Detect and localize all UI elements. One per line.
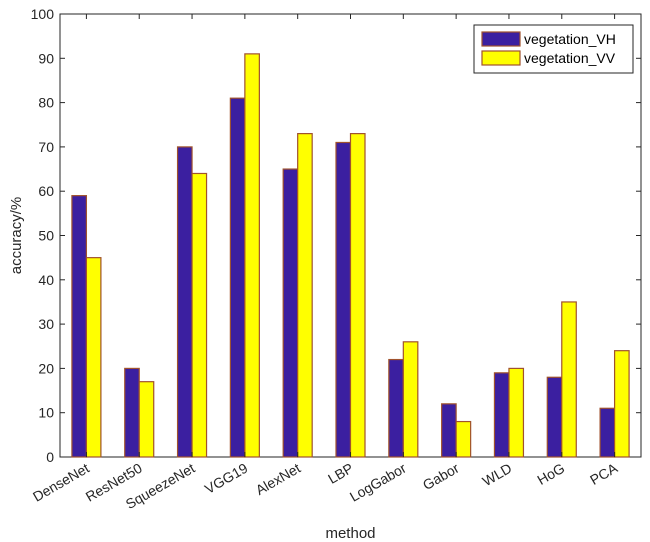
y-axis-title: accuracy/% xyxy=(8,197,25,275)
y-tick-label: 40 xyxy=(38,272,54,288)
bar-vegetation_VH-lbp xyxy=(335,141,352,458)
y-tick-label: 50 xyxy=(38,228,54,244)
y-tick-label: 80 xyxy=(38,95,54,111)
bar-vegetation_VH-gabor xyxy=(441,403,457,458)
x-tick-label-wld: WLD xyxy=(479,460,514,489)
legend-label-vegetation_VH: vegetation_VH xyxy=(524,31,616,47)
x-tick-label-vgg19: VGG19 xyxy=(202,460,251,497)
bar-vegetation_VH-densenet xyxy=(71,195,88,458)
y-tick-label: 10 xyxy=(38,405,54,421)
legend-swatch-vegetation_VH xyxy=(481,31,521,47)
legend-label-vegetation_VV: vegetation_VV xyxy=(524,50,616,66)
x-axis-title: method xyxy=(325,525,375,542)
bar-vegetation_VH-pca xyxy=(599,407,616,458)
y-tick-label: 100 xyxy=(31,6,55,22)
x-tick-label-gabor: Gabor xyxy=(420,460,462,493)
y-tick-label: 90 xyxy=(38,50,54,66)
bar-vegetation_VV-hog xyxy=(561,301,577,458)
bar-vegetation_VV-wld xyxy=(508,367,525,458)
bar-vegetation_VH-resnet50 xyxy=(124,367,140,458)
y-tick-label: 30 xyxy=(38,316,54,332)
y-tick-label: 70 xyxy=(38,139,54,155)
x-tick-label-hog: HoG xyxy=(534,460,567,488)
bar-vegetation_VV-pca xyxy=(613,350,630,458)
bar-vegetation_VH-vgg19 xyxy=(229,97,246,458)
bar-vegetation_VH-squeezenet xyxy=(176,146,193,458)
bar-vegetation_VV-alexnet xyxy=(297,133,313,458)
bar-vegetation_VV-vgg19 xyxy=(244,53,260,458)
y-tick-label: 20 xyxy=(38,360,54,376)
x-tick-label-densenet: DenseNet xyxy=(30,460,92,505)
bar-vegetation_VH-alexnet xyxy=(282,168,299,458)
bar-vegetation_VV-gabor xyxy=(455,420,472,458)
bar-vegetation_VV-lbp xyxy=(349,133,366,458)
bar-vegetation_VV-squeezenet xyxy=(191,172,208,458)
y-tick-label: 0 xyxy=(46,449,54,465)
x-tick-label-lbp: LBP xyxy=(325,460,356,487)
bar-vegetation_VH-loggabor xyxy=(388,358,404,458)
x-tick-label-loggabor: LogGabor xyxy=(347,460,409,505)
bar-vegetation_VH-wld xyxy=(493,372,510,458)
legend-swatch-vegetation_VV xyxy=(481,50,521,66)
bars-layer xyxy=(71,53,630,458)
legend: vegetation_VH vegetation_VV xyxy=(473,24,634,74)
bar-vegetation_VV-resnet50 xyxy=(138,381,155,458)
x-tick-label-alexnet: AlexNet xyxy=(253,460,304,498)
bar-vegetation_VV-loggabor xyxy=(402,341,419,458)
bar-vegetation_VH-hog xyxy=(546,376,563,458)
x-tick-label-pca: PCA xyxy=(587,459,621,488)
y-tick-label: 60 xyxy=(38,183,54,199)
bar-vegetation_VV-densenet xyxy=(85,257,102,458)
